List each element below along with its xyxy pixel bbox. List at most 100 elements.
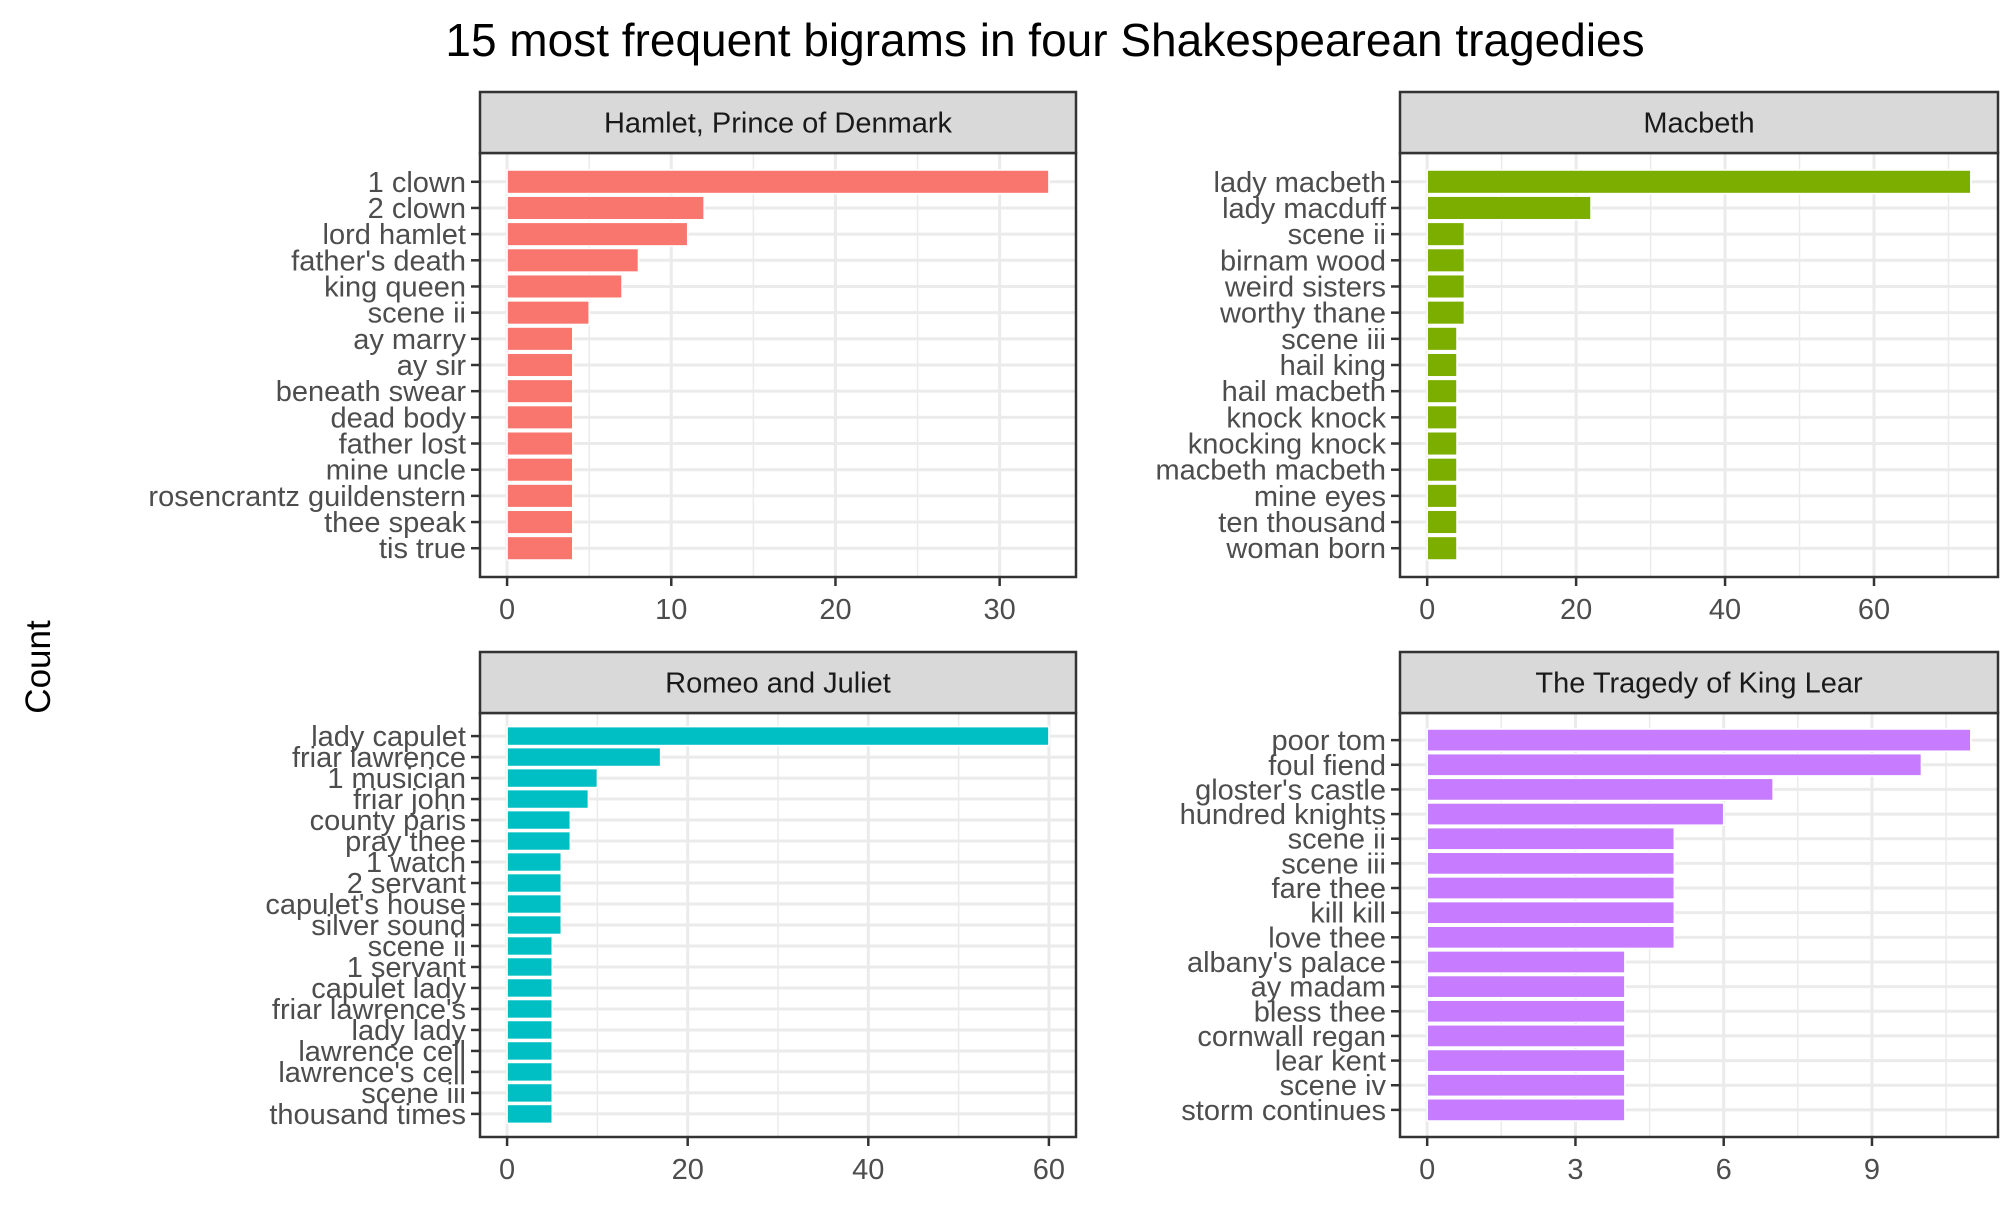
bar	[506, 195, 705, 221]
bar	[506, 872, 563, 894]
y-tick-label: king queen	[324, 271, 466, 303]
y-tick-label: scene iii	[1281, 324, 1386, 356]
bar	[506, 725, 1050, 747]
y-tick-label: cornwall regan	[1197, 1021, 1386, 1053]
y-tick-label: foul fiend	[1268, 750, 1386, 782]
bar	[1426, 221, 1466, 247]
bar	[506, 404, 574, 430]
facet-strip-label: Macbeth	[1643, 108, 1754, 140]
y-tick-label: scene iii	[361, 1078, 466, 1110]
y-tick-label: scene ii	[368, 931, 466, 963]
y-axis-label: Count	[19, 620, 58, 714]
y-tick-label: lady macduff	[1222, 193, 1387, 225]
bar	[1426, 509, 1458, 535]
x-tick-label: 0	[1419, 1154, 1435, 1186]
y-tick-label: capulet's house	[265, 889, 466, 921]
y-tick-label: poor tom	[1272, 725, 1386, 757]
x-tick-label: 0	[499, 1154, 515, 1186]
bar	[1426, 430, 1458, 457]
bar	[506, 935, 553, 957]
bar	[1426, 925, 1676, 950]
y-tick-label: scene iv	[1280, 1070, 1387, 1102]
y-tick-label: thee speak	[324, 507, 466, 539]
facet-strip	[1398, 650, 2000, 715]
y-tick-label: county paris	[310, 805, 466, 837]
bar	[1426, 1048, 1626, 1073]
y-tick-label: pray thee	[345, 826, 466, 858]
y-tick-label: weird sisters	[1224, 271, 1386, 303]
facet-strip-label: The Tragedy of King Lear	[1535, 668, 1863, 700]
x-tick-label: 6	[1716, 1154, 1732, 1186]
bar	[1426, 483, 1458, 509]
y-tick-label: storm continues	[1181, 1095, 1386, 1127]
x-tick-label: 60	[1033, 1154, 1065, 1186]
x-tick-label: 20	[819, 594, 851, 626]
bar	[1426, 535, 1458, 561]
y-tick-label: tis true	[379, 533, 466, 565]
bar	[506, 378, 574, 404]
y-tick-label: knock knock	[1226, 402, 1386, 434]
y-tick-label: 2 servant	[347, 868, 466, 900]
y-tick-label: 1 watch	[366, 847, 466, 879]
y-tick-label: worthy thane	[1219, 298, 1386, 330]
y-tick-label: capulet lady	[311, 973, 466, 1005]
x-tick-label: 3	[1567, 1154, 1583, 1186]
bar	[1426, 950, 1626, 974]
y-tick-label: scene ii	[1288, 219, 1386, 251]
y-tick-label: fare thee	[1272, 873, 1386, 905]
y-tick-label: lord hamlet	[323, 219, 466, 251]
x-tick-label: 60	[1858, 594, 1890, 626]
bar	[506, 830, 572, 852]
y-tick-label: bless thee	[1254, 996, 1386, 1028]
bar	[506, 893, 563, 915]
y-tick-label: ay madam	[1251, 972, 1386, 1004]
y-tick-label: 1 clown	[368, 167, 466, 199]
y-tick-label: silver sound	[311, 910, 466, 942]
y-tick-label: 2 clown	[368, 193, 466, 225]
bar	[1426, 1073, 1626, 1098]
bar	[506, 273, 623, 300]
bar	[506, 483, 574, 509]
x-tick-label: 40	[1709, 594, 1741, 626]
bar	[506, 977, 553, 999]
bar	[506, 169, 1050, 195]
y-tick-label: friar john	[353, 784, 466, 816]
y-tick-label: ay marry	[353, 324, 466, 356]
facet-strip	[478, 650, 1078, 715]
bar	[506, 352, 574, 378]
bar	[506, 1040, 553, 1062]
bar	[1426, 900, 1676, 925]
y-tick-label: lear kent	[1275, 1046, 1386, 1078]
bar	[1426, 326, 1458, 352]
bar	[506, 247, 640, 273]
y-tick-label: kill kill	[1310, 898, 1386, 930]
bar	[1426, 352, 1458, 378]
y-tick-label: friar lawrence's	[272, 994, 466, 1026]
y-tick-label: hail macbeth	[1222, 376, 1386, 408]
y-tick-label: gloster's castle	[1195, 774, 1386, 806]
y-tick-label: woman born	[1225, 533, 1386, 565]
x-tick-label: 9	[1864, 1154, 1880, 1186]
y-tick-label: lady macbeth	[1214, 167, 1387, 199]
bar	[1426, 404, 1458, 430]
bar	[1426, 169, 1972, 195]
bar	[506, 851, 563, 873]
y-tick-label: knocking knock	[1188, 429, 1387, 461]
y-tick-label: dead body	[331, 402, 467, 434]
bar	[1426, 851, 1676, 876]
bar	[506, 430, 574, 457]
y-tick-label: beneath swear	[276, 376, 467, 408]
bar	[506, 457, 574, 483]
y-tick-label: mine uncle	[326, 455, 466, 487]
bar	[506, 1082, 553, 1104]
x-tick-label: 0	[1419, 594, 1435, 626]
y-tick-label: albany's palace	[1187, 947, 1386, 979]
bar	[506, 746, 662, 768]
bar	[506, 509, 574, 535]
bar	[1426, 195, 1592, 221]
bar	[506, 1103, 553, 1125]
